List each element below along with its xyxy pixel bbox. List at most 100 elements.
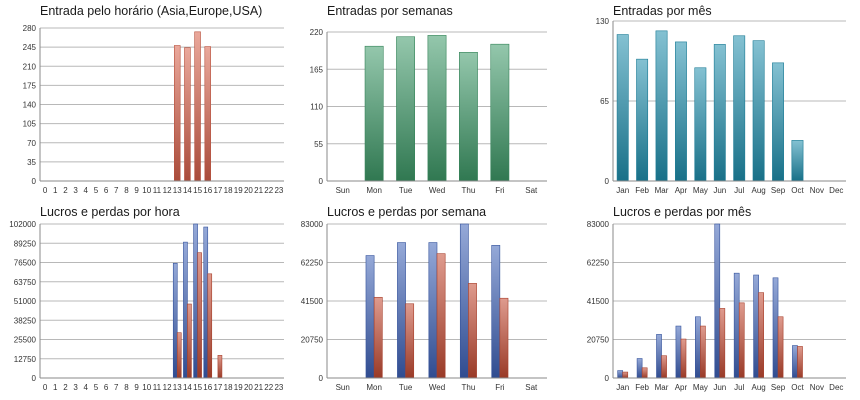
bar	[373, 296, 383, 379]
bar	[207, 273, 213, 379]
x-tick-label: 3	[73, 383, 78, 392]
x-tick-label: Mon	[366, 186, 382, 195]
bar	[733, 272, 740, 379]
chart-plot: 0 65 130 Jan Feb Mar Apr May Jun Jul Aug Sep Oct Nov D…	[596, 17, 846, 195]
x-tick-label: Fri	[495, 186, 505, 195]
y-tick-label: 20750	[587, 336, 610, 345]
x-tick-label: Tue	[399, 383, 413, 392]
y-tick-label: 38250	[14, 316, 37, 325]
x-tick-label: 23	[274, 186, 283, 195]
bar	[675, 325, 682, 379]
bar	[738, 302, 745, 379]
x-tick-label: 22	[264, 186, 273, 195]
bar	[193, 223, 198, 379]
x-tick-label: 20	[244, 186, 253, 195]
x-tick-label: Mar	[655, 186, 669, 195]
y-tick-label: 55	[314, 140, 323, 149]
chart-plot: 0 20750 41500 62250 83000 Jan Feb Mar Apr May Jun J…	[587, 220, 846, 392]
bar	[694, 67, 707, 182]
y-tick-label: 0	[32, 177, 37, 186]
x-tick-label: 18	[224, 186, 233, 195]
y-tick-label: 83000	[301, 220, 324, 229]
x-tick-label: 9	[134, 186, 139, 195]
x-tick-label: 8	[124, 383, 129, 392]
bar	[183, 241, 188, 379]
x-tick-label: 20	[244, 383, 253, 392]
x-tick-label: 11	[153, 383, 162, 392]
bar	[797, 346, 803, 379]
chart-panel-6: Lucros e perdas por mês 0 20750 41500 62250 8…	[587, 205, 850, 398]
y-tick-label: 63750	[14, 278, 37, 287]
bar	[714, 223, 721, 379]
x-tick-label: May	[693, 383, 708, 392]
x-tick-label: 1	[53, 383, 58, 392]
x-tick-label: 17	[213, 383, 222, 392]
y-tick-label: 245	[23, 43, 37, 52]
x-tick-label: Jul	[734, 383, 744, 392]
chart-panel-4: Lucros e perdas por hora 0 12750 25500 38250…	[9, 205, 288, 398]
x-tick-label: 11	[153, 186, 162, 195]
x-tick-label: 13	[173, 186, 182, 195]
bar	[655, 30, 668, 182]
x-tick-label: Sat	[525, 186, 538, 195]
x-tick-label: 23	[274, 383, 283, 392]
bar	[777, 316, 784, 379]
x-tick-label: Nov	[810, 383, 824, 392]
x-tick-label: 4	[84, 186, 89, 195]
x-tick-label: Jan	[616, 186, 629, 195]
bar	[364, 45, 384, 182]
x-tick-label: 13	[173, 383, 182, 392]
x-tick-label: Jun	[713, 186, 726, 195]
x-tick-label: Wed	[429, 383, 445, 392]
chart-panel-5: Lucros e perdas por semana 0 20750 41500 622…	[301, 205, 551, 398]
bar	[491, 245, 501, 379]
bar	[616, 34, 629, 182]
bar	[197, 252, 202, 379]
bar	[622, 371, 629, 379]
x-tick-label: 16	[203, 383, 212, 392]
y-tick-label: 110	[310, 103, 323, 112]
x-tick-label: 5	[94, 383, 99, 392]
bar	[656, 334, 662, 379]
y-tick-label: 102000	[9, 220, 36, 229]
bar	[204, 46, 212, 182]
y-tick-label: 140	[23, 101, 37, 110]
x-tick-label: 19	[234, 186, 243, 195]
bar	[459, 52, 478, 182]
x-tick-label: 14	[183, 186, 192, 195]
chart-plot: 0127502550038250510006375076500892501020…	[9, 220, 284, 392]
bar	[397, 242, 406, 379]
chart-title: Lucros e perdas por hora	[40, 205, 180, 219]
x-tick-label: 0	[43, 186, 48, 195]
bar	[428, 242, 438, 379]
y-tick-label: 62250	[587, 259, 610, 268]
x-tick-label: 3	[73, 186, 78, 195]
y-tick-label: 280	[23, 24, 37, 33]
bar	[636, 358, 643, 379]
y-tick-label: 70	[27, 139, 36, 148]
bar	[791, 140, 804, 182]
x-tick-label: 7	[114, 383, 119, 392]
x-tick-label: May	[693, 186, 708, 195]
bar	[365, 255, 375, 379]
x-tick-label: 14	[183, 383, 192, 392]
bar	[680, 338, 687, 379]
x-tick-label: Sep	[771, 383, 786, 392]
chart-title: Lucros e perdas por mês	[613, 205, 752, 219]
x-tick-label: 4	[84, 383, 89, 392]
x-tick-label: 2	[63, 383, 68, 392]
bar	[436, 253, 446, 379]
x-tick-label: Aug	[752, 383, 766, 392]
bar	[772, 277, 779, 379]
bar	[675, 41, 687, 182]
y-tick-label: 220	[310, 28, 324, 37]
bar	[661, 355, 667, 379]
y-tick-label: 210	[23, 62, 37, 71]
x-tick-label: 6	[104, 186, 109, 195]
x-tick-label: 2	[63, 186, 68, 195]
bar	[184, 47, 191, 182]
bar	[490, 43, 510, 182]
bar	[427, 35, 447, 182]
x-tick-label: 22	[264, 383, 273, 392]
